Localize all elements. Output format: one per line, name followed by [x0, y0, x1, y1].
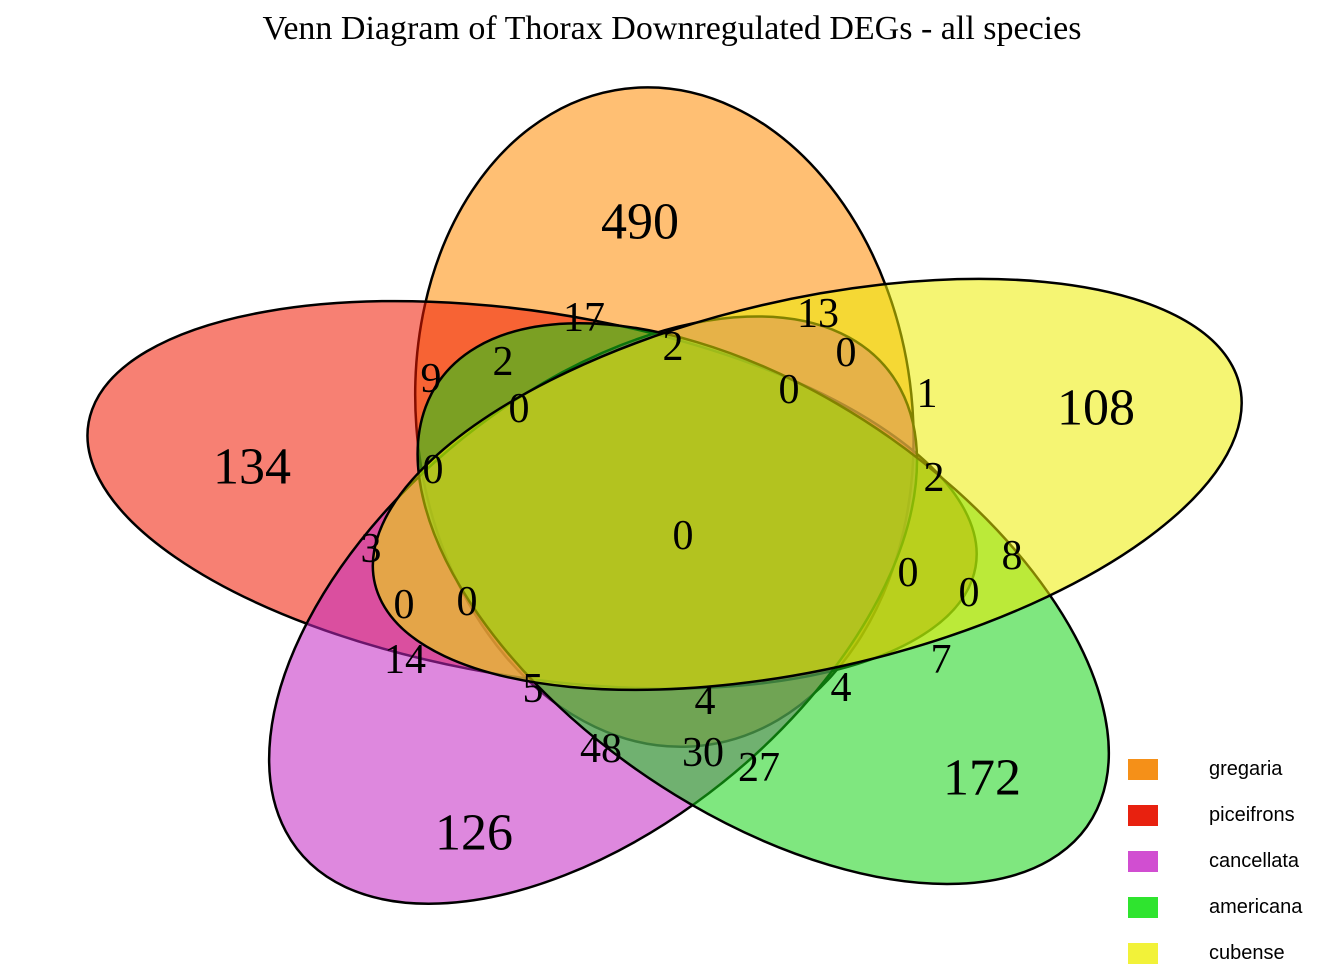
venn-region-count-label: 1 — [917, 371, 938, 417]
venn-ellipse-cubense — [293, 198, 1321, 771]
legend-item-piceifrons: piceifrons — [1128, 792, 1302, 838]
venn-region-count-label: 30 — [682, 730, 724, 776]
venn-region-count-label: 5 — [523, 666, 544, 712]
legend-label: americana — [1209, 895, 1303, 918]
venn-set-total-label: 490 — [601, 194, 679, 251]
venn-region-count-label: 0 — [394, 582, 415, 628]
venn-region-count-label: 2 — [924, 455, 945, 501]
legend-color-chip-americana — [1128, 896, 1158, 918]
venn-region-count-label: 0 — [673, 513, 694, 559]
venn-region-count-label: 8 — [1002, 533, 1023, 579]
venn-region-count-label: 7 — [931, 637, 952, 683]
legend-item-cancellata: cancellata — [1128, 838, 1302, 884]
venn-region-count-label: 2 — [493, 339, 514, 385]
chart-title: Venn Diagram of Thorax Downregulated DEG… — [262, 10, 1082, 47]
venn-region-count-label: 27 — [738, 745, 780, 791]
venn-region-count-label: 4 — [695, 678, 716, 724]
venn-region-count-label: 0 — [457, 579, 478, 625]
venn-set-total-label: 126 — [435, 805, 513, 862]
legend-label: piceifrons — [1209, 803, 1295, 826]
legend-item-americana: americana — [1128, 884, 1302, 930]
venn-region-count-label: 0 — [423, 447, 444, 493]
venn-region-count-label: 17 — [563, 295, 605, 341]
venn-region-count-label: 0 — [959, 570, 980, 616]
venn-region-count-label: 48 — [580, 726, 622, 772]
venn-region-count-label: 0 — [779, 367, 800, 413]
venn-region-count-label: 3 — [361, 526, 382, 572]
legend-item-cubense: cubense — [1128, 930, 1302, 976]
venn-set-total-label: 108 — [1057, 380, 1135, 437]
legend-item-gregaria: gregaria — [1128, 746, 1302, 792]
venn-set-total-label: 172 — [943, 750, 1021, 807]
legend-label: cubense — [1209, 941, 1285, 964]
legend-color-chip-cancellata — [1128, 850, 1158, 872]
venn-ellipse-group — [28, 78, 1322, 960]
venn-region-count-label: 2 — [663, 324, 684, 370]
legend-label: cancellata — [1209, 849, 1300, 872]
venn-region-count-label: 0 — [836, 330, 857, 376]
venn-region-count-label: 0 — [509, 386, 530, 432]
venn-set-total-label: 134 — [213, 439, 291, 496]
venn-region-count-label: 13 — [797, 291, 839, 337]
legend-color-chip-gregaria — [1128, 758, 1158, 780]
legend-label: gregaria — [1209, 757, 1283, 780]
legend-color-chip-cubense — [1128, 942, 1158, 964]
venn-region-count-label: 0 — [898, 550, 919, 596]
venn-region-count-label: 4 — [831, 665, 852, 711]
legend: gregaria piceifrons cancellata americana cub… — [1128, 746, 1302, 976]
venn-region-count-label: 9 — [421, 356, 442, 402]
legend-color-chip-piceifrons — [1128, 804, 1158, 826]
venn-region-count-label: 14 — [384, 637, 426, 683]
